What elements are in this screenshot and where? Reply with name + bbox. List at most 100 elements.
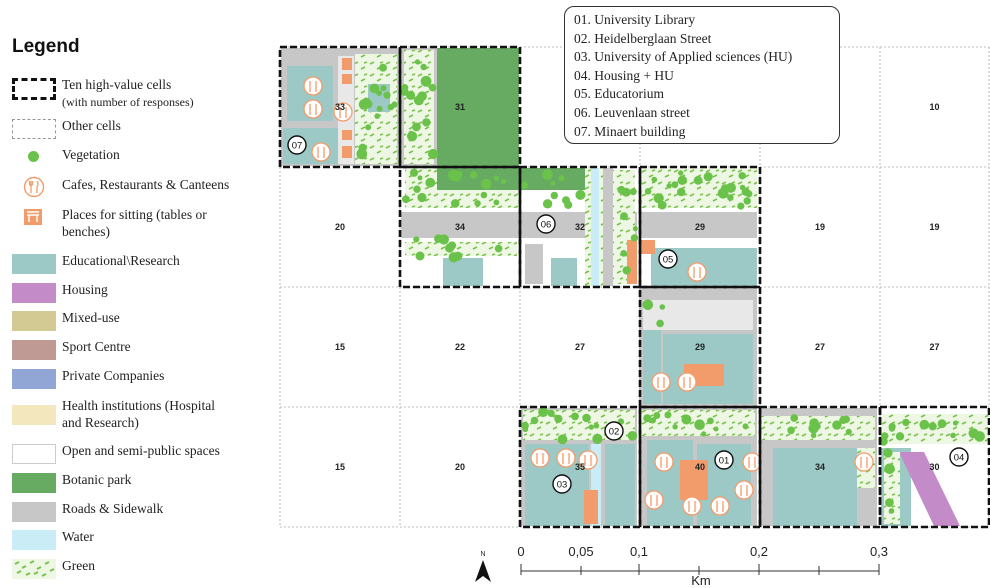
- bench-icon: [24, 209, 42, 225]
- vegetation-dot: [644, 188, 652, 195]
- vegetation-dot: [627, 431, 638, 441]
- vegetation-dot: [701, 431, 707, 437]
- vegetation-dot: [666, 183, 672, 189]
- cell-value: 15: [335, 462, 345, 472]
- svg-text:01: 01: [719, 456, 730, 467]
- cafe-icon: [682, 496, 702, 516]
- vegetation-dot: [952, 420, 959, 426]
- vegetation-dot: [402, 195, 410, 204]
- dashed-thick-swatch: [12, 78, 56, 100]
- site-markers: 01 02 03 04 05 06 07: [287, 135, 969, 494]
- svg-text:05: 05: [663, 255, 674, 266]
- vegetation-dot: [664, 411, 672, 419]
- vegetation-dot: [417, 175, 423, 181]
- key-item-01: 01. University Library: [574, 12, 696, 27]
- legend-item-green: Green: [12, 557, 274, 583]
- cell-value: 27: [929, 342, 939, 352]
- cell-value: 30: [929, 462, 939, 472]
- scale-unit: Km: [691, 573, 711, 588]
- vegetation-dot: [474, 200, 481, 207]
- cell-value: 10: [929, 102, 939, 112]
- legend-item-other-cells: Other cells: [12, 117, 274, 143]
- svg-text:07: 07: [292, 141, 303, 152]
- cafe-icon: [734, 480, 754, 500]
- vegetation-dot: [653, 193, 664, 204]
- vegetation-dot: [593, 423, 600, 429]
- vegetation-dot: [653, 412, 661, 419]
- legend-label: Mixed-use: [62, 310, 120, 325]
- vegetation-dot: [520, 181, 528, 190]
- green-pattern-swatch: [12, 559, 56, 579]
- legend-item-educational: Educational\Research: [12, 252, 274, 278]
- vegetation-dot: [413, 185, 421, 193]
- cell-value: 40: [695, 462, 705, 472]
- vegetation-dot: [659, 304, 666, 310]
- legend-item-private-companies: Private Companies: [12, 367, 274, 393]
- legend-item-roads: Roads & Sidewalk: [12, 500, 274, 526]
- vegetation-dot: [422, 118, 431, 127]
- svg-text:02: 02: [609, 427, 620, 438]
- site-key-box: 01. University Library 02. Heidelberglaa…: [564, 6, 840, 144]
- open-spaces-swatch: [12, 444, 56, 464]
- vegetation-dot: [557, 434, 568, 445]
- key-item-05: 05. Educatorium: [574, 86, 664, 102]
- svg-text:06: 06: [541, 220, 552, 231]
- cell-value: 22: [455, 342, 465, 352]
- vegetation-dot: [428, 83, 437, 92]
- vegetation-dot: [678, 170, 684, 176]
- vegetation-dot: [629, 188, 637, 196]
- vegetation-dot: [493, 175, 499, 181]
- vegetation-dot: [713, 426, 719, 432]
- vegetation-dot: [787, 426, 795, 435]
- health-swatch: [12, 405, 56, 425]
- vegetation-dot: [902, 418, 910, 427]
- vegetation-dot: [832, 420, 842, 430]
- legend-label: Open and semi-public spaces: [62, 443, 220, 458]
- vegetation-dot: [414, 97, 421, 104]
- vegetation-dot: [554, 414, 563, 423]
- cell-value: 19: [815, 222, 825, 232]
- vegetation-dot: [650, 417, 657, 423]
- vegetation-dot: [379, 63, 387, 72]
- site-marker-02: 02: [604, 421, 624, 441]
- cafe-icon: [530, 448, 550, 468]
- key-item-04: 04. Housing + HU: [574, 67, 674, 83]
- high-value-cell-border: [878, 405, 990, 529]
- vegetation-dot: [630, 234, 639, 242]
- legend-item-botanic-park: Botanic park: [12, 471, 274, 497]
- vegetation-dot: [885, 498, 894, 507]
- north-label: N: [480, 551, 485, 558]
- vegetation-dot: [620, 212, 628, 221]
- vegetation-dot: [810, 432, 817, 439]
- legend-label: Educational\Research: [62, 253, 180, 268]
- vegetation-dot: [445, 243, 455, 253]
- vegetation-dot: [743, 197, 751, 205]
- vegetation-dot: [656, 319, 664, 328]
- vegetation-dot: [737, 202, 745, 210]
- key-item-07: 07. Minaert building: [574, 123, 686, 139]
- vegetation-dot: [895, 432, 905, 441]
- vegetation-dot: [738, 172, 746, 180]
- cell-value: 27: [815, 342, 825, 352]
- vegetation-dot: [376, 105, 383, 112]
- vegetation-dot: [434, 234, 443, 243]
- cafe-icon: [578, 450, 598, 470]
- vegetation-dot: [409, 168, 419, 177]
- cafe-icon: [651, 372, 671, 392]
- vegetation-dot: [919, 419, 930, 430]
- vegetation-dot: [455, 170, 463, 178]
- site-marker-06: 06: [536, 214, 556, 234]
- legend-item-mixed-use: Mixed-use: [12, 309, 274, 335]
- legend-label: Health institutions (Hospital: [62, 398, 215, 413]
- legend-label: Cafes, Restaurants & Canteens: [62, 177, 230, 192]
- cell-value: 33: [335, 102, 345, 112]
- vegetation-dot: [968, 428, 979, 439]
- cafe-icon: [556, 448, 576, 468]
- vegetation-dot: [376, 90, 383, 96]
- vegetation-dot: [726, 182, 736, 193]
- vegetation-dot: [542, 199, 553, 209]
- legend-label: Private Companies: [62, 368, 165, 383]
- vegetation-dot: [642, 299, 654, 311]
- cell-value: 34: [455, 222, 465, 232]
